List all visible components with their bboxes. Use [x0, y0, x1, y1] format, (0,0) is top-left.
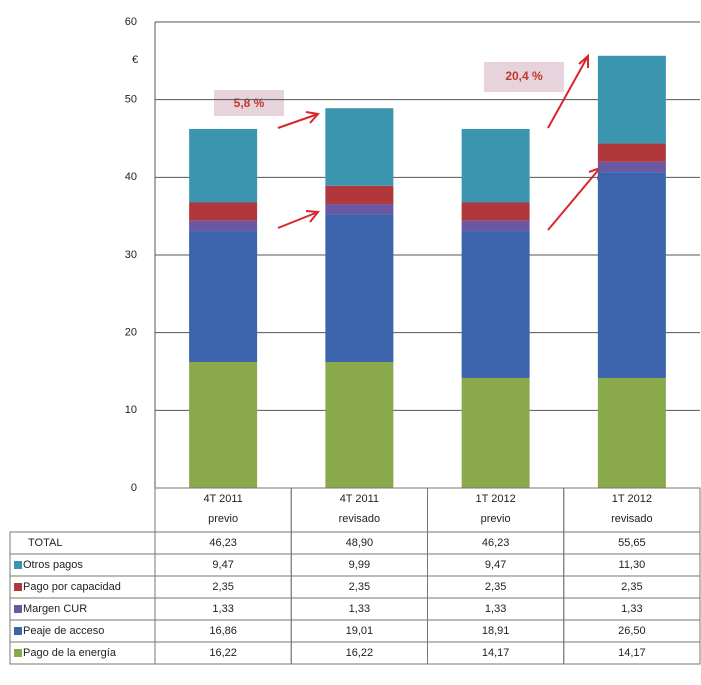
x-tick-label: 4T 2011	[340, 493, 379, 505]
bar-segment	[325, 362, 394, 488]
y-axis-label: €	[132, 54, 138, 66]
x-tick-label: 1T 2012	[612, 493, 652, 505]
legend-swatch	[14, 649, 22, 657]
legend-swatch	[14, 561, 22, 569]
table-value: 11,30	[619, 559, 646, 571]
table-value: 14,17	[618, 647, 646, 659]
legend-label: Peaje de acceso	[23, 625, 104, 637]
x-tick-label: revisado	[611, 513, 653, 525]
legend-label: Pago de la energía	[23, 647, 117, 659]
bar-segment	[597, 172, 666, 378]
bar-segment	[597, 143, 666, 162]
table-value: 1,33	[349, 603, 370, 615]
table-value: 46,23	[209, 537, 237, 549]
bar-segment	[461, 377, 530, 488]
table-value: 2,35	[349, 581, 370, 593]
legend-swatch	[14, 627, 22, 635]
table-value: 55,65	[618, 537, 646, 549]
annotation-box	[484, 62, 564, 92]
table-value: 9,47	[485, 559, 506, 571]
row-label: TOTAL	[28, 537, 62, 549]
y-tick-label: 60	[125, 16, 137, 28]
table-value: 18,91	[482, 625, 510, 637]
table-value: 16,86	[209, 625, 237, 637]
table-value: 26,50	[618, 625, 646, 637]
table-value: 16,22	[209, 647, 237, 659]
x-tick-label: 1T 2012	[476, 493, 516, 505]
table-value: 1,33	[212, 603, 233, 615]
bar-segment	[189, 202, 258, 221]
table-value: 48,90	[346, 537, 374, 549]
bar-segment	[461, 220, 530, 232]
bar-segment	[189, 362, 258, 488]
legend-swatch	[14, 583, 22, 591]
bar-segment	[597, 55, 666, 144]
bar-segment	[189, 128, 258, 203]
bar-segment	[325, 204, 394, 215]
annotation-box	[214, 90, 284, 116]
table-value: 14,17	[482, 647, 510, 659]
legend-swatch	[14, 605, 22, 613]
legend-label: Pago por capacidad	[23, 581, 121, 593]
table-value: 1,33	[485, 603, 506, 615]
y-tick-label: 0	[131, 482, 137, 494]
table-value: 2,35	[621, 581, 642, 593]
y-tick-label: 50	[125, 94, 137, 106]
table-value: 46,23	[482, 537, 510, 549]
y-tick-label: 40	[125, 171, 137, 183]
annotation: 5,8 %	[234, 96, 265, 110]
bar-segment	[461, 202, 530, 221]
x-tick-label: previo	[208, 513, 238, 525]
y-tick-label: 20	[125, 327, 137, 339]
x-tick-label: revisado	[339, 513, 381, 525]
bar-segment	[597, 377, 666, 488]
table-value: 9,99	[349, 559, 370, 571]
bar-segment	[189, 231, 258, 363]
bar-segment	[325, 108, 394, 186]
table-value: 2,35	[485, 581, 506, 593]
annotation: 20,4 %	[505, 69, 543, 83]
bar-segment	[189, 220, 258, 232]
table-value: 9,47	[212, 559, 233, 571]
bar-segment	[461, 231, 530, 378]
bar-segment	[597, 161, 666, 173]
table-cell	[563, 641, 701, 665]
table-value: 1,33	[621, 603, 642, 615]
table-value: 19,01	[346, 625, 374, 637]
bar-segment	[325, 185, 394, 205]
x-tick-label: 4T 2011	[203, 493, 242, 505]
bar-segment	[461, 128, 530, 203]
y-tick-label: 30	[125, 249, 137, 261]
table-value: 2,35	[212, 581, 233, 593]
x-tick-label: previo	[481, 513, 511, 525]
legend-label: Otros pagos	[23, 559, 83, 571]
legend-label: Margen CUR	[23, 603, 87, 615]
bar-segment	[325, 214, 394, 363]
y-tick-label: 10	[125, 404, 137, 416]
table-value: 16,22	[346, 647, 374, 659]
